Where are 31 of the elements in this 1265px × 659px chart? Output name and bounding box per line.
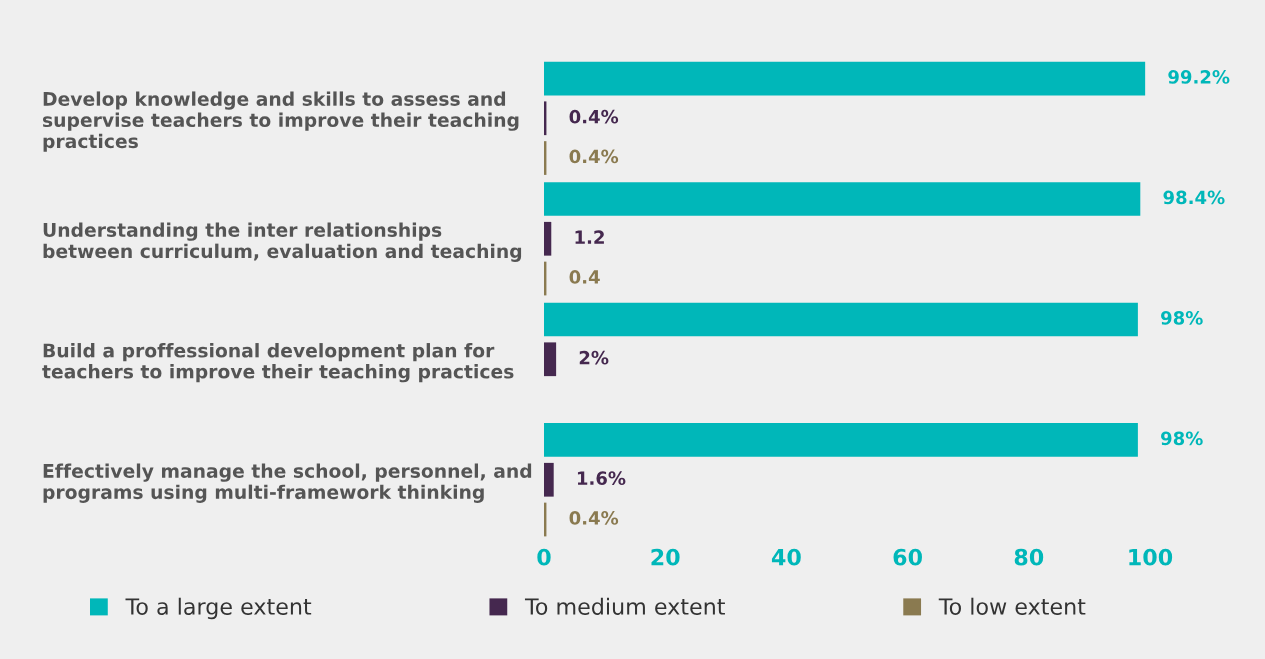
x-tick-label: 60 [893, 548, 922, 566]
bar [544, 61, 1146, 96]
legend-label: To a large extent [125, 597, 312, 620]
x-tick-label: 20 [651, 548, 680, 566]
bar [544, 221, 552, 256]
legend-label: To medium extent [524, 597, 725, 615]
data-label: 99.2% [1168, 70, 1230, 84]
data-label: 1.2 [575, 230, 604, 244]
y-tick-label: Build a proffessional development plan for teachers to improve their teaching practices [42, 343, 514, 383]
bar [544, 182, 1141, 216]
data-label: 98% [1161, 431, 1203, 446]
bar [544, 462, 554, 497]
y-tick-label: Understanding the inter relationships between curriculum, evaluation and teaching [43, 222, 522, 262]
data-label: 98% [1161, 311, 1203, 325]
data-label: 0.4% [569, 109, 619, 124]
data-label: 1.6% [577, 471, 626, 485]
data-label: 2% [579, 350, 609, 365]
legend-label: To low extent [938, 597, 1086, 615]
bar [544, 423, 1138, 457]
data-label: 0.4% [569, 511, 619, 525]
x-tick-label: 100 [1129, 548, 1173, 566]
bar [544, 302, 1138, 337]
x-tick-label: 40 [771, 548, 801, 566]
bar [544, 342, 557, 377]
x-tick-label: 80 [1014, 548, 1044, 566]
y-tick-label: Effectively manage the school, personnel, and programs using multi-framework thinking [43, 463, 532, 503]
data-label: 0.4 [569, 270, 600, 284]
data-label: 98.4% [1163, 190, 1225, 205]
data-label: 0.4% [569, 149, 619, 164]
y-tick-label: Develop knowledge and skills to assess and supervise teachers to improve their teaching practices [42, 91, 519, 152]
x-tick-label: 0 [537, 548, 551, 566]
